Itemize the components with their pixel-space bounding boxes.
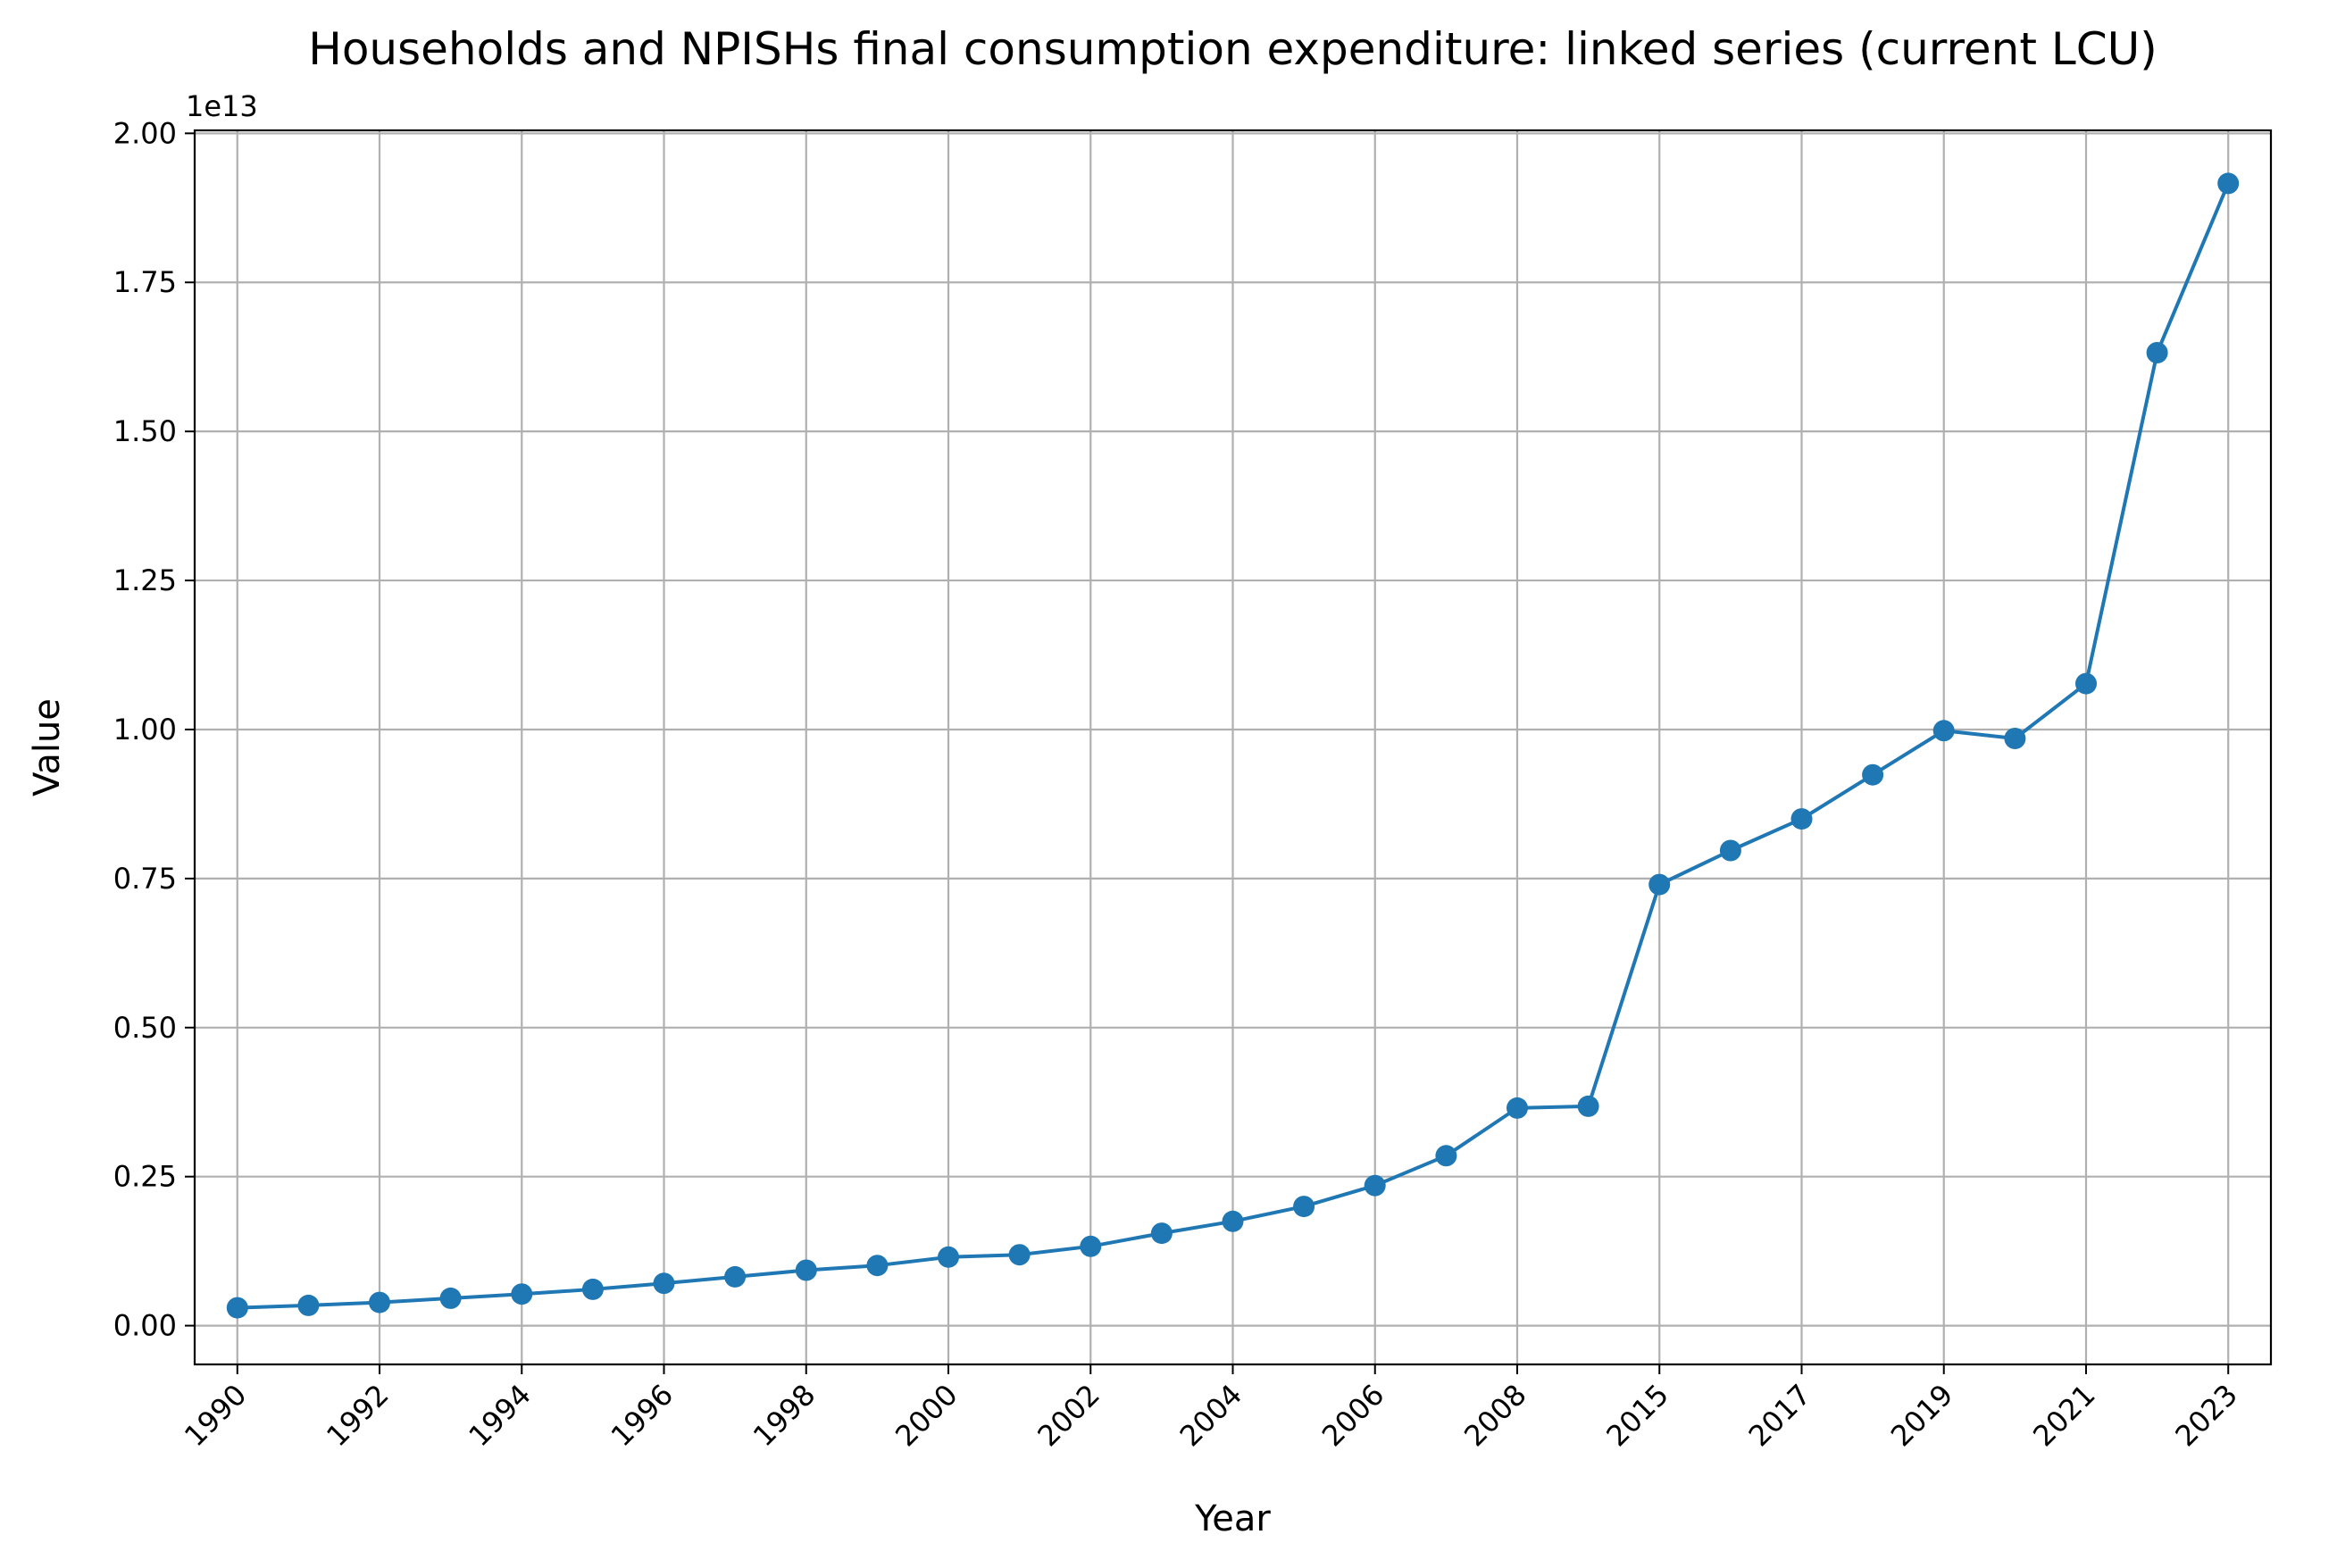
data-point (724, 1265, 747, 1288)
data-point (2146, 342, 2168, 363)
x-tick-label: 2015 (1599, 1378, 1674, 1453)
plot-frame (193, 129, 2273, 1366)
data-point (1507, 1097, 1528, 1119)
x-tick-label: 2006 (1315, 1378, 1390, 1453)
y-tick-label: 0.25 (113, 1160, 177, 1194)
data-point (653, 1272, 675, 1295)
x-tick-label: 1994 (462, 1378, 537, 1453)
data-point (795, 1259, 817, 1281)
data-point (226, 1297, 248, 1319)
y-tick-label: 2.00 (113, 116, 177, 150)
data-point (511, 1283, 533, 1305)
data-point (297, 1294, 320, 1316)
x-tick-label: 2021 (2026, 1378, 2101, 1453)
y-axis: 0.00 0.25 0.50 0.75 1.00 1.25 1.50 1.75 2.00 (113, 116, 195, 1343)
data-point (1719, 839, 1741, 862)
x-tick-label: 2000 (889, 1378, 964, 1453)
grid (195, 130, 2271, 1364)
data-point (938, 1246, 959, 1268)
x-axis-label: Year (1194, 1498, 1271, 1539)
data-point (1364, 1174, 1386, 1197)
y-axis-label: Value (27, 698, 68, 797)
y-tick-label: 0.50 (113, 1011, 177, 1045)
chart-title: Households and NPISHs final consumption … (308, 23, 2158, 75)
data-point (1648, 873, 1671, 896)
data-point (369, 1291, 390, 1314)
data-point (2217, 172, 2240, 195)
x-tick-label: 1992 (320, 1378, 395, 1453)
data-point (1932, 720, 1955, 742)
x-tick-label: 2004 (1173, 1378, 1248, 1453)
x-tick-label: 2002 (1031, 1378, 1106, 1453)
x-tick-label: 2023 (2168, 1378, 2243, 1453)
data-point (1293, 1196, 1315, 1218)
x-tick-label: 2017 (1742, 1378, 1817, 1453)
data-point (1008, 1244, 1031, 1266)
data-point (581, 1278, 604, 1300)
y-tick-label: 0.75 (113, 862, 177, 896)
y-tick-label: 1.50 (113, 414, 177, 448)
data-point (439, 1287, 462, 1309)
data-point (2004, 728, 2026, 749)
x-tick-label: 2008 (1457, 1378, 1532, 1453)
y-tick-label: 0.00 (113, 1309, 177, 1343)
data-point (1862, 763, 1884, 786)
data-point (1222, 1210, 1244, 1232)
data-point (1080, 1235, 1102, 1257)
x-tick-label: 1990 (178, 1378, 253, 1453)
y-axis-offset-label: 1e13 (186, 89, 258, 123)
data-point (1790, 808, 1813, 830)
series (226, 172, 2240, 1319)
data-point (2075, 672, 2097, 695)
x-tick-label: 2019 (1884, 1378, 1959, 1453)
data-point (1150, 1222, 1173, 1245)
y-tick-label: 1.25 (113, 563, 177, 597)
data-point (866, 1255, 889, 1277)
x-axis: 1990 1992 1994 1996 1998 2000 2002 2004 2006 2008… (178, 1364, 2244, 1453)
x-tick-label: 1998 (747, 1378, 822, 1453)
y-tick-label: 1.00 (113, 713, 177, 746)
data-point (1577, 1095, 1599, 1117)
y-tick-label: 1.75 (113, 265, 177, 299)
data-point (1435, 1145, 1457, 1167)
x-tick-label: 1996 (605, 1378, 680, 1453)
